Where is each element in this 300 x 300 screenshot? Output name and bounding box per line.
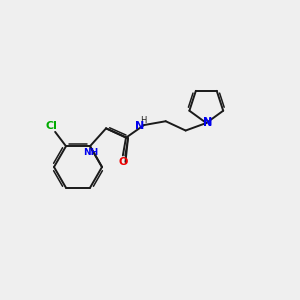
Text: N: N: [203, 118, 212, 128]
Text: N: N: [135, 121, 145, 131]
Text: H: H: [140, 116, 146, 124]
Text: N: N: [203, 117, 212, 127]
Text: NH: NH: [83, 148, 99, 157]
Text: Cl: Cl: [45, 121, 57, 131]
Text: O: O: [118, 158, 128, 167]
